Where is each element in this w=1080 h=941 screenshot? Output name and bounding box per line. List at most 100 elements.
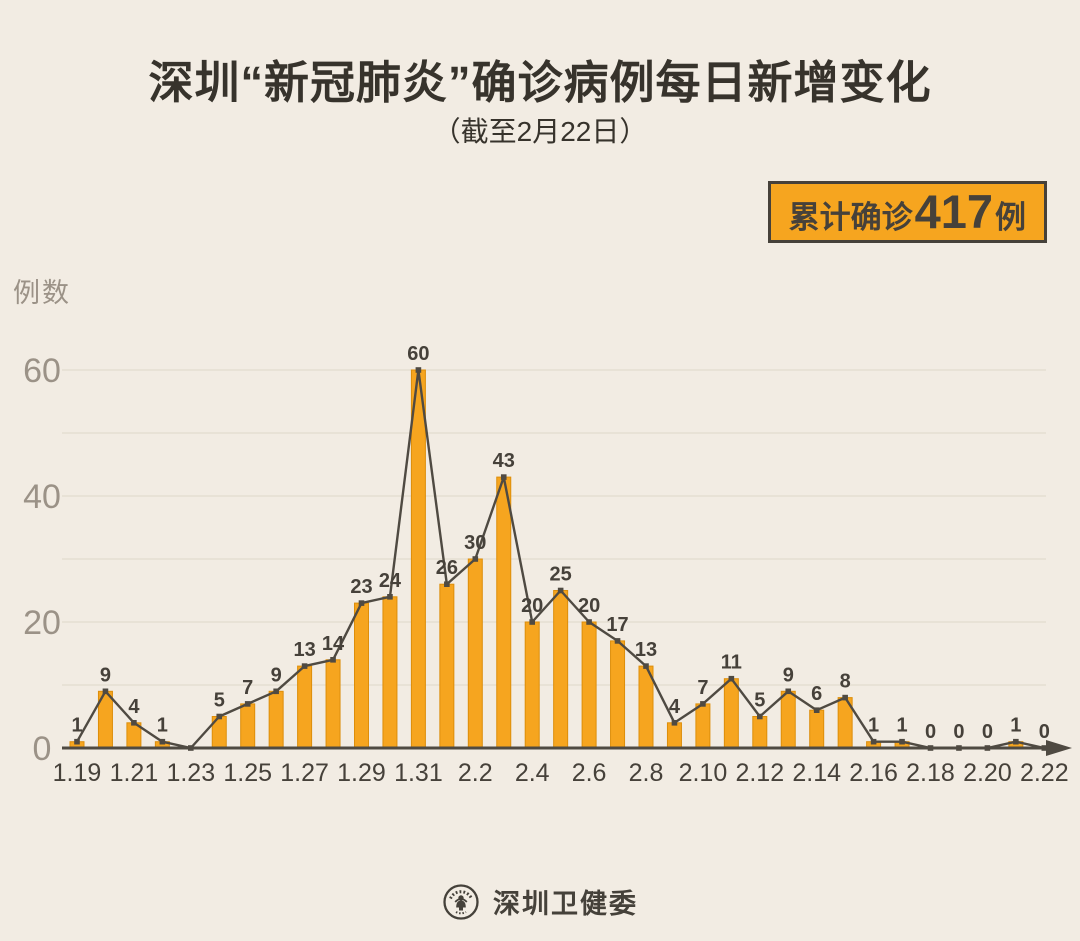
- data-point: [188, 745, 194, 751]
- value-label: 20: [578, 595, 600, 617]
- bar: [723, 678, 739, 749]
- value-label: 5: [214, 690, 225, 712]
- badge-suffix-label: 例: [995, 200, 1026, 235]
- data-point: [1041, 745, 1048, 751]
- shenzhen-health-commission-logo-icon: [443, 883, 479, 920]
- value-label: 7: [697, 677, 708, 699]
- value-label: 1: [157, 715, 168, 737]
- value-label: 20: [521, 595, 543, 617]
- data-point: [899, 738, 905, 745]
- data-point: [870, 738, 877, 745]
- value-label: 9: [100, 664, 111, 686]
- data-point: [387, 594, 393, 600]
- data-point: [131, 720, 137, 726]
- data-point: [813, 707, 820, 713]
- x-tick-label: 2.20: [963, 759, 1012, 787]
- bar: [780, 690, 796, 749]
- value-label: 0: [953, 721, 964, 743]
- bar: [325, 659, 341, 749]
- value-label: 14: [322, 633, 345, 655]
- bar: [354, 602, 369, 749]
- data-point: [700, 701, 706, 707]
- value-label: 5: [754, 690, 765, 712]
- data-point: [785, 688, 792, 695]
- value-label: 0: [982, 721, 993, 743]
- x-tick-label: 2.10: [679, 759, 728, 787]
- data-point: [956, 745, 962, 751]
- value-label: 0: [925, 721, 936, 743]
- data-point: [557, 587, 564, 594]
- value-label: 8: [840, 671, 851, 693]
- data-point: [757, 713, 763, 720]
- data-point: [159, 738, 166, 745]
- x-axis-arrow-icon: [1046, 740, 1072, 756]
- data-point: [500, 474, 507, 480]
- data-point: [273, 688, 279, 695]
- data-point: [927, 745, 934, 751]
- y-tick-label: 40: [23, 478, 61, 516]
- data-point: [529, 619, 535, 625]
- y-axis-title: 例数: [13, 278, 71, 308]
- x-tick-label: 2.4: [515, 759, 550, 787]
- x-tick-label: 2.2: [458, 759, 493, 787]
- value-label: 17: [606, 614, 628, 636]
- data-point: [1013, 738, 1019, 745]
- bar: [268, 690, 284, 749]
- bar: [240, 703, 256, 749]
- bar: [695, 703, 711, 749]
- bar: [467, 558, 483, 749]
- data-point: [472, 556, 479, 562]
- value-label: 26: [436, 557, 458, 579]
- badge-total-number: 417: [914, 185, 993, 238]
- badge-prefix-label: 累计确诊: [788, 200, 913, 235]
- value-label: 6: [811, 683, 822, 705]
- bar: [297, 665, 313, 749]
- data-point: [643, 663, 649, 669]
- value-label: 43: [493, 450, 515, 472]
- data-point: [102, 688, 109, 695]
- value-label: 11: [721, 652, 742, 674]
- bar: [666, 722, 682, 749]
- value-label: 1: [71, 715, 82, 737]
- value-label: 23: [350, 576, 372, 598]
- value-label: 4: [128, 696, 140, 718]
- value-label: 13: [293, 639, 315, 661]
- value-label: 24: [379, 570, 402, 592]
- value-label: 1: [868, 715, 879, 737]
- value-label: 13: [635, 639, 657, 661]
- value-label: 1: [1010, 715, 1021, 737]
- data-point: [614, 638, 621, 644]
- value-label: 4: [669, 696, 681, 718]
- y-tick-label: 0: [33, 730, 52, 768]
- data-point: [842, 694, 848, 701]
- x-tick-label: 2.12: [735, 759, 784, 787]
- page-subtitle: （截至2月22日）: [432, 116, 648, 147]
- value-label: 9: [271, 664, 282, 686]
- bar: [382, 596, 398, 749]
- x-tick-label: 2.8: [629, 759, 664, 787]
- bar: [496, 476, 512, 749]
- data-point: [415, 367, 422, 373]
- data-point: [671, 720, 678, 726]
- x-tick-label: 1.23: [166, 759, 215, 787]
- bar: [439, 583, 455, 749]
- cumulative-total-badge: 累计确诊 417 例: [767, 181, 1047, 243]
- data-point: [74, 738, 80, 745]
- data-point: [330, 657, 336, 663]
- footer: 深圳卫健委: [0, 882, 1080, 921]
- page-title: 深圳“新冠肺炎”确诊病例每日新增变化: [148, 57, 932, 108]
- x-tick-label: 1.19: [53, 759, 102, 787]
- data-point: [301, 663, 308, 669]
- data-point: [586, 619, 592, 625]
- x-tick-label: 2.16: [849, 759, 898, 787]
- value-label: 7: [242, 677, 253, 699]
- data-point: [728, 675, 735, 682]
- data-point: [358, 600, 365, 606]
- data-point: [244, 701, 251, 707]
- x-tick-label: 2.18: [906, 759, 955, 787]
- x-tick-label: 1.29: [337, 759, 386, 787]
- x-tick-label: 2.6: [572, 759, 607, 787]
- data-point: [984, 745, 991, 751]
- value-label: 1: [896, 715, 907, 737]
